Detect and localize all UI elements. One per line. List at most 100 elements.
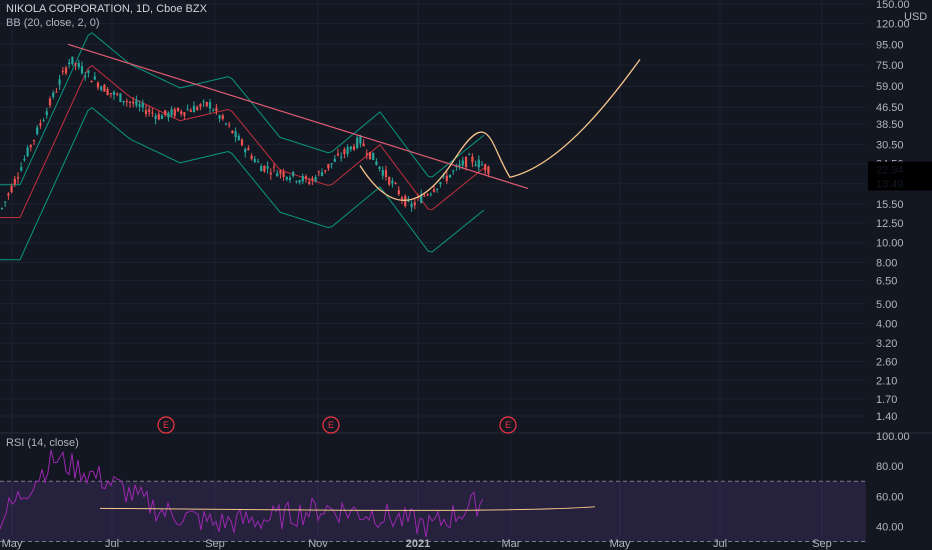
candle-body bbox=[288, 177, 292, 180]
candle-body bbox=[128, 101, 132, 103]
last-price-label: 22.94 bbox=[876, 165, 904, 177]
candle-body bbox=[186, 109, 189, 111]
countdown-tag bbox=[868, 176, 932, 191]
price-tick-label: 1.70 bbox=[876, 394, 897, 406]
candle-body bbox=[237, 135, 240, 141]
price-axis[interactable]: 150.00 120.00 95.00 75.00 59.00 46.50 38.50 30.… bbox=[868, 0, 932, 536]
candle-body bbox=[356, 137, 359, 148]
candle-body bbox=[183, 112, 186, 116]
candle-body bbox=[61, 70, 64, 72]
candle-body bbox=[468, 154, 471, 156]
candle-body bbox=[132, 101, 135, 104]
candle-body bbox=[263, 165, 266, 172]
candle-body bbox=[151, 112, 154, 114]
candle-body bbox=[215, 107, 218, 112]
rsi-trendline bbox=[99, 506, 596, 511]
candle-body bbox=[112, 91, 116, 95]
candle-body bbox=[116, 93, 119, 95]
candle-body bbox=[266, 166, 269, 169]
candle-body bbox=[4, 201, 7, 203]
candle-body bbox=[77, 62, 80, 68]
bb-basis-line bbox=[0, 64, 485, 219]
candle-body bbox=[429, 193, 432, 195]
price-tick-label: 75.00 bbox=[876, 60, 904, 72]
candle-body bbox=[80, 66, 84, 74]
candle-body bbox=[167, 112, 170, 118]
countdown-label: 13:49 bbox=[876, 179, 904, 191]
candle-body bbox=[320, 172, 324, 176]
time-tick-label: Jul bbox=[105, 538, 119, 550]
candle-body bbox=[282, 172, 285, 177]
price-tick-label: 95.00 bbox=[876, 39, 904, 51]
time-tick-label: Sep bbox=[812, 538, 832, 550]
candle-body bbox=[336, 153, 340, 156]
candle-body bbox=[119, 93, 122, 102]
candle-body bbox=[87, 70, 90, 73]
candle-body bbox=[84, 75, 87, 78]
grid-lines bbox=[0, 0, 932, 536]
candle-body bbox=[487, 166, 490, 174]
candle-body bbox=[39, 123, 42, 126]
rsi-line bbox=[0, 449, 484, 538]
candle-body bbox=[400, 197, 404, 199]
candle-body bbox=[292, 171, 295, 176]
symbol-title[interactable]: NIKOLA CORPORATION, 1D, Cboe BZX bbox=[6, 3, 207, 15]
candle-body bbox=[26, 147, 29, 157]
price-tick-label: 120.00 bbox=[876, 19, 910, 31]
candle-body bbox=[45, 111, 48, 116]
rsi-label[interactable]: RSI (14, close) bbox=[6, 437, 79, 449]
price-tick-label: 46.50 bbox=[876, 102, 904, 114]
candle-body bbox=[125, 101, 128, 103]
candle-body bbox=[16, 177, 20, 179]
candle-body bbox=[234, 131, 237, 138]
candle-body bbox=[384, 170, 388, 178]
candle-body bbox=[192, 105, 196, 113]
candle-body bbox=[218, 115, 221, 119]
earnings-marker-label: E bbox=[328, 420, 334, 430]
candle-body bbox=[352, 146, 356, 150]
candle-body bbox=[368, 151, 372, 159]
time-axis[interactable]: May Jul Sep Nov 2021 Mar May Jul Sep bbox=[2, 538, 832, 550]
candle-body bbox=[445, 175, 448, 182]
candle-body bbox=[180, 111, 183, 114]
time-tick-label: May bbox=[610, 538, 631, 550]
price-tick-label: 4.00 bbox=[876, 318, 897, 330]
price-tick-label: 3.20 bbox=[876, 338, 897, 350]
candle-body bbox=[103, 84, 106, 92]
rsi-tick-label: 60.00 bbox=[876, 491, 904, 503]
candle-body bbox=[359, 136, 362, 144]
candle-body bbox=[295, 181, 298, 183]
candlestick-series bbox=[0, 56, 490, 212]
candle-body bbox=[452, 170, 455, 172]
rsi-band-fill bbox=[0, 481, 866, 542]
rsi-tick-label: 100.00 bbox=[876, 431, 910, 443]
candle-body bbox=[330, 163, 333, 165]
candle-body bbox=[23, 158, 26, 161]
candle-body bbox=[244, 149, 247, 153]
candle-body bbox=[442, 175, 445, 177]
candle-body bbox=[0, 208, 4, 210]
earnings-marker bbox=[157, 416, 175, 434]
candle-body bbox=[439, 182, 442, 185]
candle-body bbox=[448, 174, 452, 178]
candle-body bbox=[90, 80, 93, 83]
candle-body bbox=[247, 148, 250, 151]
earnings-marker-label: E bbox=[163, 420, 169, 430]
candle-body bbox=[346, 147, 349, 155]
candle-body bbox=[285, 176, 288, 180]
candle-body bbox=[317, 171, 320, 173]
candle-body bbox=[48, 98, 52, 106]
candle-body bbox=[228, 124, 231, 126]
candle-body bbox=[365, 153, 368, 155]
candle-body bbox=[436, 188, 439, 190]
candle-body bbox=[432, 189, 436, 192]
indicator-label[interactable]: BB (20, close, 2, 0) bbox=[6, 17, 100, 29]
time-tick-label: May bbox=[2, 538, 23, 550]
candle-body bbox=[381, 169, 384, 176]
candle-body bbox=[327, 164, 330, 169]
candle-body bbox=[471, 156, 474, 163]
candle-body bbox=[196, 107, 199, 110]
